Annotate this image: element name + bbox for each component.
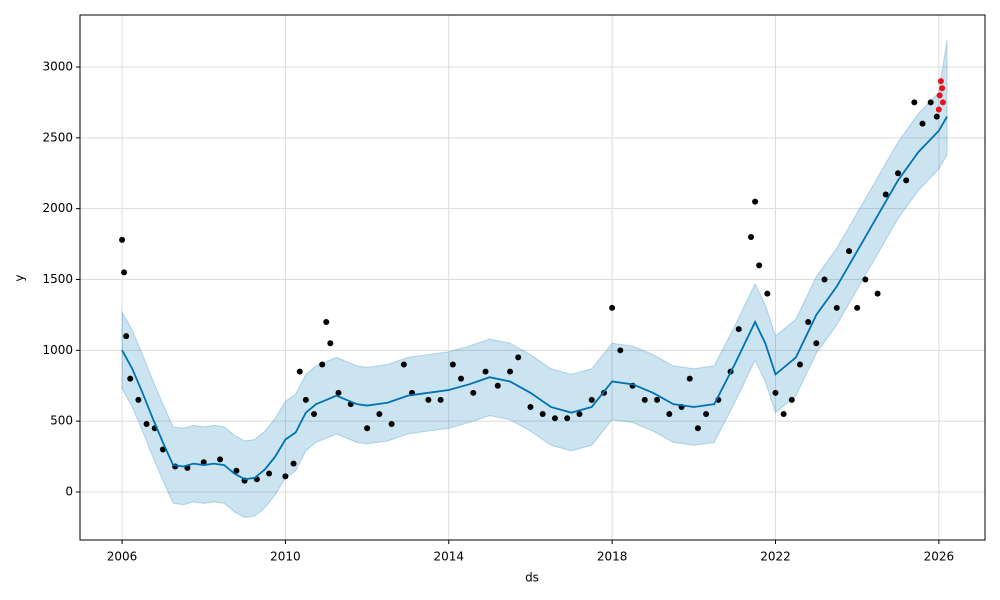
observed-point	[933, 113, 940, 120]
y-axis-label: y	[13, 274, 27, 281]
observed-point	[282, 473, 289, 480]
x-tick-label: 2010	[270, 550, 301, 564]
future-point	[935, 106, 942, 113]
observed-point	[143, 420, 150, 427]
y-tick-label: 1000	[42, 343, 73, 357]
observed-point	[507, 368, 514, 375]
observed-point	[200, 459, 207, 466]
observed-point	[694, 425, 701, 432]
observed-point	[159, 446, 166, 453]
observed-point	[425, 396, 432, 403]
observed-point	[903, 177, 910, 184]
observed-point	[470, 389, 477, 396]
observed-point	[515, 354, 522, 361]
observed-point	[494, 382, 501, 389]
observed-point	[217, 456, 224, 463]
future-point	[936, 92, 943, 99]
observed-point	[335, 389, 342, 396]
observed-point	[302, 396, 309, 403]
observed-point	[895, 170, 902, 177]
observed-point	[119, 236, 126, 243]
observed-point	[735, 326, 742, 333]
observed-point	[388, 420, 395, 427]
observed-point	[290, 460, 297, 467]
future-point	[937, 78, 944, 85]
observed-point	[756, 262, 763, 269]
observed-point	[752, 198, 759, 205]
observed-point	[233, 467, 240, 474]
observed-point	[551, 415, 558, 422]
x-tick-label: 2026	[924, 550, 955, 564]
observed-point	[437, 396, 444, 403]
future-point	[939, 99, 946, 106]
observed-point	[919, 120, 926, 127]
observed-point	[400, 361, 407, 368]
x-tick-label: 2014	[434, 550, 465, 564]
x-tick-label: 2022	[760, 550, 791, 564]
observed-point	[539, 411, 546, 418]
observed-point	[121, 269, 128, 276]
observed-point	[319, 361, 326, 368]
y-tick-label: 2000	[42, 201, 73, 215]
forecast-line	[121, 116, 948, 481]
observed-point	[327, 340, 334, 347]
observed-point	[833, 304, 840, 311]
y-tick-label: 0	[65, 484, 73, 498]
y-tick-label: 1500	[42, 272, 73, 286]
observed-point	[266, 470, 273, 477]
x-tick-label: 2018	[597, 550, 628, 564]
observed-point	[911, 99, 918, 106]
observed-point	[641, 396, 648, 403]
observed-point	[764, 290, 771, 297]
observed-point	[576, 411, 583, 418]
future-point	[939, 85, 946, 92]
observed-point	[821, 276, 828, 283]
observed-point	[311, 411, 318, 418]
observed-point	[482, 368, 489, 375]
observed-point	[458, 375, 465, 382]
observed-point	[862, 276, 869, 283]
observed-point	[686, 375, 693, 382]
y-tick-label: 2500	[42, 130, 73, 144]
observed-point	[609, 304, 616, 311]
plot-frame	[79, 14, 986, 541]
observed-point	[703, 411, 710, 418]
observed-point	[527, 403, 534, 410]
observed-point	[788, 396, 795, 403]
observed-point	[854, 304, 861, 311]
observed-point	[813, 340, 820, 347]
observed-point	[296, 368, 303, 375]
observed-point	[772, 389, 779, 396]
y-tick-label: 3000	[42, 59, 73, 73]
observed-point	[376, 411, 383, 418]
observed-point	[588, 396, 595, 403]
observed-point	[564, 415, 571, 422]
observed-point	[927, 99, 934, 106]
x-axis-label: ds	[525, 571, 539, 585]
observed-point	[882, 191, 889, 198]
observed-point	[135, 396, 142, 403]
observed-point	[780, 411, 787, 418]
observed-point	[796, 361, 803, 368]
observed-point	[323, 318, 330, 325]
observed-point	[617, 347, 624, 354]
observed-point	[747, 233, 754, 240]
observed-point	[449, 361, 456, 368]
y-tick-label: 500	[50, 414, 73, 428]
observed-point	[666, 411, 673, 418]
observed-point	[846, 248, 853, 255]
observed-point	[805, 318, 812, 325]
observed-point	[123, 333, 130, 340]
x-tick-label: 2006	[107, 550, 138, 564]
observed-point	[364, 425, 371, 432]
observed-point	[654, 396, 661, 403]
observed-point	[127, 375, 134, 382]
observed-point	[874, 290, 881, 297]
